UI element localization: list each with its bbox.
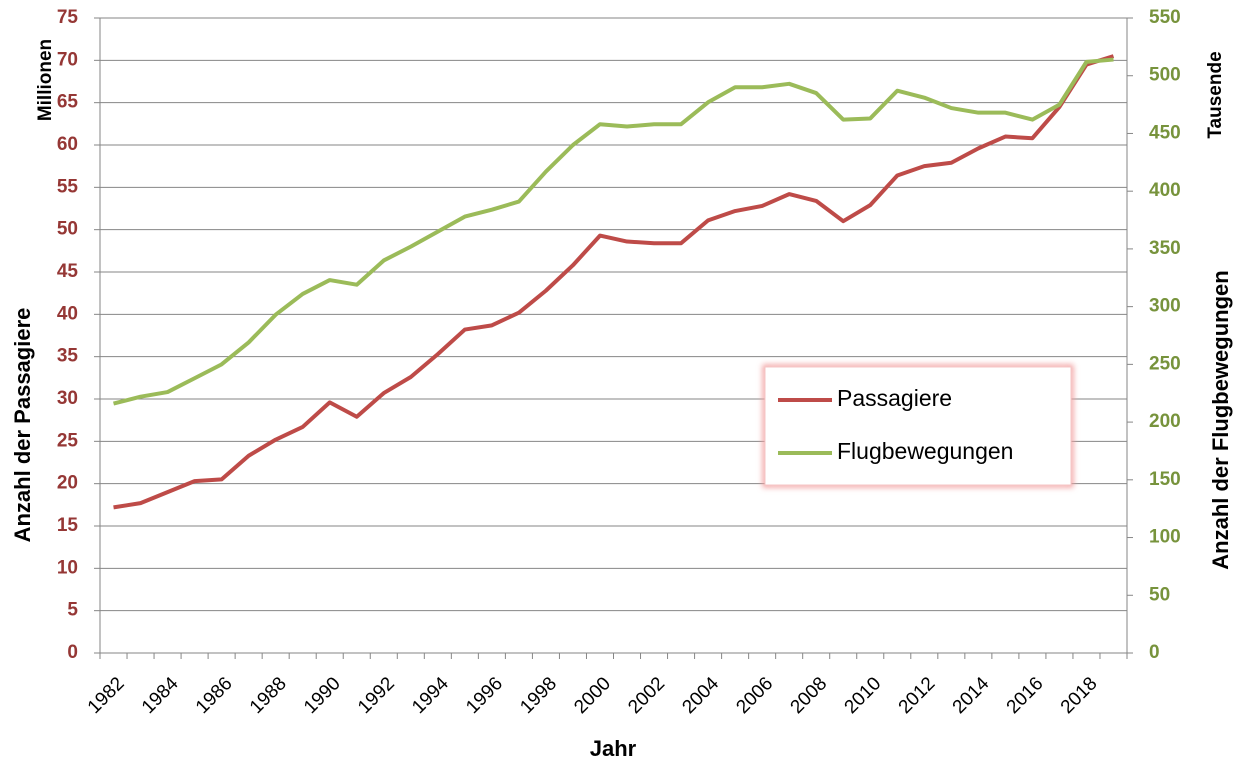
y2-tick-label: 250 (1149, 353, 1181, 374)
x-tick-label: 1982 (84, 673, 129, 718)
y-tick-label: 40 (57, 303, 78, 324)
x-tick-label: 1992 (354, 673, 399, 718)
y2-tick-label: 150 (1149, 469, 1181, 490)
y-tick-label: 30 (57, 388, 78, 409)
y-tick-label: 0 (67, 642, 78, 663)
y-tick-label: 5 (67, 600, 78, 621)
x-tick-label: 1996 (462, 673, 507, 718)
x-tick-label: 2016 (1003, 673, 1048, 718)
legend-label: Flugbewegungen (837, 438, 1013, 464)
y2-tick-label: 0 (1149, 642, 1160, 663)
y-tick-label: 35 (57, 346, 79, 367)
x-tick-label: 1994 (408, 673, 453, 718)
y-tick-label: 15 (57, 515, 79, 536)
x-tick-label: 1986 (192, 673, 237, 718)
y2-tick-label: 500 (1149, 65, 1181, 86)
y-tick-label: 60 (57, 134, 78, 155)
x-tick-label: 2004 (678, 673, 723, 718)
y-tick-label: 70 (57, 49, 78, 70)
x-tick-label: 2002 (624, 673, 669, 718)
x-tick-label: 2014 (949, 673, 994, 718)
x-tick-label: 2010 (841, 673, 886, 718)
y2-tick-label: 200 (1149, 411, 1181, 432)
x-tick-label: 2018 (1057, 673, 1102, 718)
y-tick-label: 20 (57, 473, 78, 494)
y2-tick-label: 400 (1149, 180, 1181, 201)
x-tick-label: 1988 (246, 673, 291, 718)
x-tick-label: 2000 (570, 673, 615, 718)
right-unit-label: Tausende (1205, 51, 1226, 138)
x-tick-label: 1998 (516, 673, 561, 718)
y2-tick-label: 550 (1149, 7, 1181, 28)
y-tick-label: 25 (57, 430, 79, 451)
x-tick-label: 1990 (300, 673, 345, 718)
x-tick-label: 2006 (732, 673, 777, 718)
y-axis-title: Anzahl der Passagiere (10, 308, 35, 543)
y2-tick-label: 300 (1149, 296, 1181, 317)
left-unit-label: Millionen (35, 39, 56, 121)
x-tick-label: 1984 (138, 673, 183, 718)
y-tick-label: 10 (57, 557, 78, 578)
y-tick-label: 55 (57, 176, 79, 197)
series-line (113, 54, 1115, 510)
y-tick-label: 75 (57, 7, 79, 28)
x-axis-title: Jahr (590, 736, 637, 761)
y2-tick-label: 50 (1149, 584, 1170, 605)
y2-tick-label: 450 (1149, 122, 1181, 143)
y2-tick-label: 350 (1149, 238, 1181, 259)
series-line (113, 57, 1114, 406)
y-tick-label: 65 (57, 92, 79, 113)
legend-label: Passagiere (837, 385, 952, 411)
y2-axis-title: Anzahl der Flugbewegungen (1208, 270, 1233, 569)
y-tick-label: 50 (57, 219, 78, 240)
x-tick-label: 2008 (787, 673, 832, 718)
x-tick-label: 2012 (895, 673, 940, 718)
legend-box (764, 366, 1072, 486)
y-tick-label: 45 (57, 261, 79, 282)
y2-tick-label: 100 (1149, 527, 1181, 548)
